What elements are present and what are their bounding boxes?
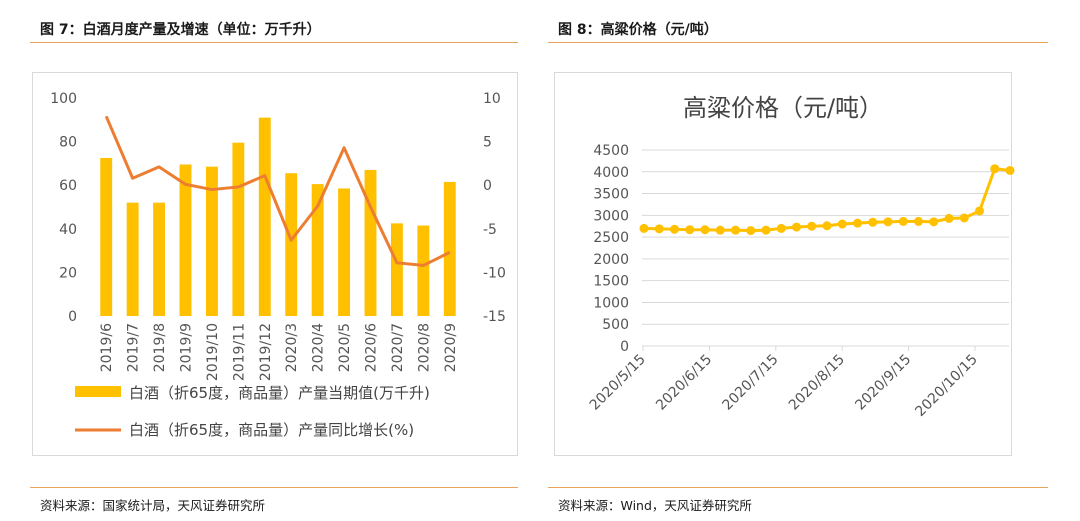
y-left-tick-label: 20 [59,265,77,281]
x-tick-label: 2020/9/15 [852,352,914,414]
x-category-label: 2019/11 [231,323,247,381]
price-point [685,225,695,235]
x-tick-label: 2020/8/15 [786,352,848,414]
production-bar [258,117,271,316]
figure-8-top-rule [548,42,1048,43]
figure-7-chart-frame: 0 20 40 60 80 100 -15 -10 -5 0 5 10 2019/6 2019/7 2019… [32,72,518,456]
y-tick-label: 0 [620,339,629,355]
chart-title: 高粱价格（元/吨） [683,94,883,122]
price-point [929,217,939,227]
price-point [776,223,786,233]
figure-7-title: 图 7：白酒月度产量及增速（单位：万千升） [40,22,321,38]
production-bar [179,164,192,316]
production-bar [443,181,456,316]
price-point [639,223,649,233]
x-category-label: 2020/3 [284,323,300,372]
y-left-tick-label: 40 [59,222,77,238]
price-point [822,221,832,231]
x-category-label: 2019/8 [152,323,168,372]
x-category-label: 2019/9 [179,323,195,372]
production-bar [338,188,351,316]
figure-7-bottom-rule [30,487,518,488]
y-tick-label: 3000 [593,208,629,224]
x-tick-label: 2020/5/15 [587,352,649,414]
price-point [654,224,664,234]
y-tick-label: 2000 [593,252,629,268]
growth-rate-line [104,115,451,267]
price-point [883,217,893,227]
y-tick-label: 500 [602,317,629,333]
production-bar [285,173,298,316]
figure-8-bottom-rule [548,487,1048,488]
production-bar [390,223,403,316]
production-bar [205,166,218,316]
price-point [898,216,908,226]
price-point [990,164,1000,174]
y-tick-label: 4000 [593,165,629,181]
x-category-label: 2019/10 [205,323,221,381]
price-point [746,226,756,236]
y-left-tick-label: 100 [50,91,77,107]
production-bar [232,142,245,316]
y-right-tick-label: -15 [483,309,506,325]
production-bar [417,225,430,316]
y-tick-label: 1000 [593,295,629,311]
price-point [670,224,679,234]
figure-7-source: 资料来源：国家统计局，天风证券研究所 [40,498,266,513]
price-point [914,216,923,226]
y-left-tick-label: 0 [68,309,77,325]
price-point [731,225,740,235]
figure-8-title: 图 8：高粱价格（元/吨） [558,22,718,38]
x-category-label: 2020/4 [311,323,327,372]
legend-bar-label: 白酒（折65度，商品量）产量当期值(万千升) [129,384,430,402]
production-bar [364,169,377,316]
price-point [837,219,847,229]
price-point [959,213,969,223]
price-point [715,225,725,235]
figure-8-chart-frame: 高粱价格（元/吨） 0 500 1000 1500 2000 2500 3000 3500 400… [554,72,1015,456]
y-tick-label: 2500 [593,230,629,246]
legend-bar-swatch [75,386,121,397]
x-category-label: 2020/7 [390,323,406,372]
price-point [868,217,878,227]
y-right-tick-label: 0 [483,178,492,194]
x-category-label: 2020/6 [364,323,380,372]
x-category-label: 2020/5 [337,323,353,372]
y-tick-label: 1500 [593,274,629,290]
price-point [944,213,954,223]
y-right-tick-label: -5 [483,222,497,238]
legend-line-label: 白酒（折65度，商品量）产量同比增长(%) [129,421,414,439]
x-tick-label: 2020/10/15 [912,352,980,420]
sorghum-price-chart: 高粱价格（元/吨） 0 500 1000 1500 2000 2500 3000 3500 400… [587,94,1015,420]
price-point [792,222,801,232]
x-tick-label: 2020/7/15 [720,352,782,414]
x-category-label: 2019/6 [99,323,115,372]
figure-8-source: 资料来源：Wind，天风证券研究所 [558,498,752,513]
x-category-label: 2019/7 [126,323,142,372]
figure-7-top-rule [30,42,518,43]
price-point [975,206,984,216]
production-bar [100,157,113,316]
production-bar [311,184,324,316]
x-category-label: 2019/12 [258,323,274,381]
y-right-tick-label: 5 [483,135,492,151]
y-tick-label: 4500 [593,143,629,159]
price-point [700,225,710,235]
y-right-tick-label: 10 [483,91,501,107]
price-point [853,218,862,228]
y-left-tick-label: 80 [59,135,77,151]
price-point [761,225,771,235]
production-bar [153,202,166,316]
price-point [807,221,817,231]
x-category-label: 2020/9 [443,323,459,372]
x-category-label: 2020/8 [416,323,432,372]
production-bar [126,202,139,316]
price-point [1005,165,1015,175]
y-tick-label: 3500 [593,187,629,203]
baijiu-output-chart: 0 20 40 60 80 100 -15 -10 -5 0 5 10 2019/6 2019/7 2019… [50,91,506,439]
y-right-tick-label: -10 [483,265,506,281]
x-tick-label: 2020/6/15 [653,352,715,414]
y-left-tick-label: 60 [59,178,77,194]
